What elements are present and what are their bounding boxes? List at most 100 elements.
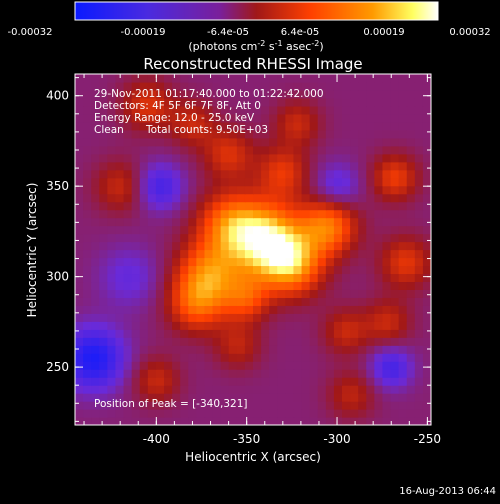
heatmap-cell (422, 121, 431, 131)
heatmap-cell (261, 361, 270, 370)
heatmap-cell (212, 409, 222, 418)
heatmap-cell (293, 329, 303, 338)
heatmap-cell (398, 273, 408, 283)
heatmap-cell (91, 81, 100, 91)
heatmap-cell (196, 137, 206, 147)
heatmap-cell (342, 409, 351, 418)
heatmap-cell (180, 209, 189, 219)
heatmap-cell (406, 313, 416, 322)
heatmap-cell (107, 401, 117, 410)
heatmap-cell (155, 193, 165, 203)
heatmap-cell (422, 289, 431, 298)
heatmap-cell (358, 145, 367, 155)
heatmap-cell (196, 265, 206, 275)
heatmap-cell (188, 369, 197, 378)
heatmap-cell (333, 89, 343, 99)
heatmap-cell (277, 377, 286, 386)
heatmap-cell (115, 201, 125, 211)
heatmap-cell (188, 313, 197, 322)
heatmap-cell (325, 105, 335, 115)
heatmap-cell (99, 273, 108, 283)
heatmap-cell (131, 81, 141, 91)
heatmap-cell (188, 193, 197, 203)
heatmap-cell (188, 217, 197, 227)
heatmap-cell (180, 313, 189, 322)
heatmap-cell (220, 193, 230, 203)
heatmap-cell (107, 137, 117, 147)
heatmap-cell (164, 177, 173, 187)
heatmap-cell (390, 353, 400, 362)
heatmap-cell (253, 97, 262, 107)
heatmap-cell (358, 329, 367, 338)
heatmap-cell (164, 129, 173, 139)
heatmap-cell (115, 153, 125, 163)
heatmap-cell (325, 201, 335, 211)
heatmap-cell (382, 401, 392, 410)
heatmap-cell (406, 305, 416, 314)
heatmap-cell (83, 329, 92, 338)
heatmap-cell (342, 273, 351, 283)
heatmap-cell (147, 129, 157, 139)
heatmap-cell (342, 201, 351, 211)
heatmap-cell (382, 417, 392, 425)
heatmap-cell (333, 113, 343, 123)
heatmap-cell (406, 161, 416, 171)
heatmap-cell (398, 297, 408, 306)
heatmap-cell (139, 129, 149, 139)
heatmap-cell (212, 353, 222, 362)
heatmap-cell (75, 81, 84, 91)
heatmap-cell (147, 337, 157, 346)
heatmap-cell (188, 113, 197, 123)
heatmap-cell (261, 225, 270, 235)
heatmap-cell (285, 369, 295, 378)
heatmap-cell (75, 353, 84, 362)
heatmap-cell (374, 249, 384, 259)
heatmap-cell (123, 289, 133, 298)
heatmap-cell (204, 401, 214, 410)
heatmap-cell (350, 161, 359, 171)
heatmap-cell (107, 225, 117, 235)
heatmap-cell (414, 193, 424, 203)
heatmap-cell (390, 121, 400, 131)
heatmap-cell (414, 417, 424, 425)
heatmap-cell (99, 345, 108, 354)
heatmap-cell (390, 105, 400, 115)
heatmap-cell (228, 369, 238, 378)
heatmap-cell (277, 361, 286, 370)
heatmap-cell (317, 233, 327, 243)
heatmap-cell (212, 417, 222, 425)
heatmap-cell (301, 217, 311, 227)
heatmap-cell (107, 97, 117, 107)
heatmap-cell (115, 113, 125, 123)
heatmap-cell (155, 409, 165, 418)
heatmap-cell (382, 113, 392, 123)
heatmap-cell (309, 129, 319, 139)
heatmap-cell (293, 345, 303, 354)
heatmap-cell (115, 377, 125, 386)
heatmap-cell (422, 377, 431, 386)
heatmap-cell (390, 81, 400, 91)
heatmap-cell (172, 161, 181, 171)
heatmap-cell (366, 265, 375, 275)
heatmap-cell (188, 385, 197, 394)
heatmap-cell (406, 185, 416, 195)
heatmap-cell (83, 225, 92, 235)
heatmap-cell (342, 129, 351, 139)
heatmap-cell (325, 241, 335, 251)
heatmap-cell (196, 353, 206, 362)
heatmap-cell (293, 297, 303, 306)
heatmap-cell (309, 209, 319, 219)
heatmap-cell (333, 305, 343, 314)
heatmap-cell (139, 305, 149, 314)
heatmap-cell (422, 193, 431, 203)
heatmap-cell (244, 169, 254, 179)
heatmap-cell (390, 297, 400, 306)
heatmap-cell (342, 417, 351, 425)
heatmap-cell (269, 289, 278, 298)
heatmap-cell (277, 185, 286, 195)
heatmap-cell (99, 129, 108, 139)
heatmap-cell (172, 89, 181, 99)
heatmap-cell (309, 361, 319, 370)
x-tick-label: -350 (233, 432, 260, 446)
heatmap-cell (91, 193, 100, 203)
